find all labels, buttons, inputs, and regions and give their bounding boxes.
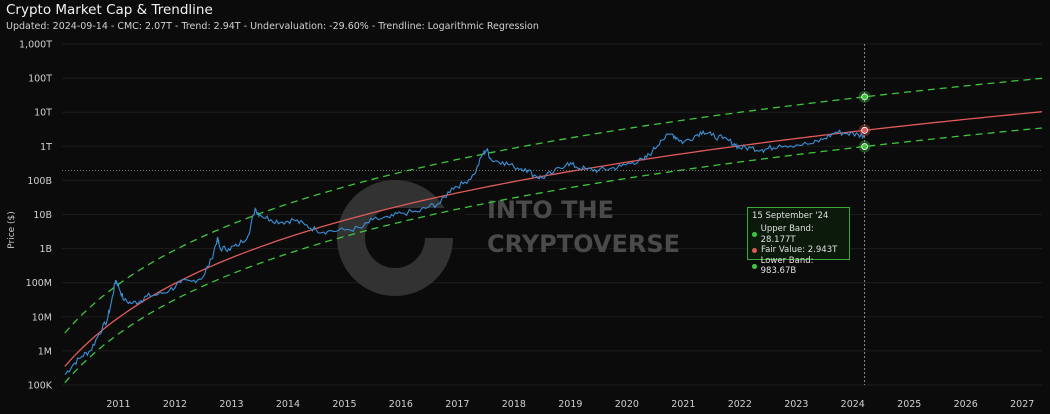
y-axis: 1,000T 100T 10T 1T 100B 10B 1B 100M 10M 1M 100K bbox=[19, 40, 53, 392]
watermark-line1: INTO THE bbox=[487, 196, 614, 224]
tooltip-row-lower: Lower Band: 983.67B bbox=[752, 256, 845, 277]
watermark: INTO THE CRYPTOVERSE bbox=[337, 180, 680, 296]
y-tick-label: 1B bbox=[39, 244, 52, 255]
y-tick-label: 1M bbox=[38, 346, 52, 357]
watermark-line2: CRYPTOVERSE bbox=[487, 230, 680, 258]
y-tick-label: 1,000T bbox=[19, 40, 52, 51]
y-tick-label: 100T bbox=[28, 74, 52, 85]
y-axis-label: Price ($) bbox=[7, 211, 17, 249]
fair-marker bbox=[861, 126, 869, 134]
x-tick-label: 2025 bbox=[897, 399, 921, 410]
series-layer bbox=[64, 77, 1043, 384]
upper-marker bbox=[861, 93, 869, 101]
tooltip-row-fair: Fair Value: 2.943T bbox=[752, 245, 845, 256]
upper-dot-icon bbox=[752, 232, 757, 237]
fair-value-line bbox=[64, 111, 1043, 367]
x-tick-label: 2017 bbox=[445, 399, 469, 410]
x-tick-label: 2026 bbox=[954, 399, 978, 410]
x-tick-label: 2024 bbox=[841, 399, 865, 410]
tooltip-date: 15 September '24 bbox=[752, 211, 829, 221]
current-markers bbox=[62, 44, 1042, 385]
tooltip-fair-label: Fair Value: 2.943T bbox=[761, 245, 838, 255]
y-tick-label: 1T bbox=[40, 142, 52, 153]
x-tick-label: 2021 bbox=[671, 399, 695, 410]
x-tick-label: 2011 bbox=[106, 399, 130, 410]
lower-band-line bbox=[64, 127, 1043, 384]
y-tick-label: 100M bbox=[26, 278, 52, 289]
tooltip-row-upper: Upper Band: 28.177T bbox=[752, 224, 845, 245]
y-tick-label: 10M bbox=[32, 312, 52, 323]
grid-lines bbox=[62, 43, 1042, 386]
x-tick-label: 2020 bbox=[615, 399, 639, 410]
x-tick-label: 2014 bbox=[276, 399, 300, 410]
y-tick-label: 100K bbox=[28, 381, 53, 392]
x-tick-label: 2023 bbox=[784, 399, 808, 410]
x-tick-label: 2022 bbox=[728, 399, 752, 410]
y-tick-label: 10T bbox=[34, 108, 52, 119]
x-tick-label: 2012 bbox=[163, 399, 187, 410]
x-tick-label: 2016 bbox=[389, 399, 413, 410]
watermark-logo-icon bbox=[337, 180, 465, 296]
y-tick-label: 10B bbox=[33, 210, 52, 221]
fair-dot-icon bbox=[752, 247, 757, 253]
chart-subtitle: Updated: 2024-09-14 - CMC: 2.07T - Trend… bbox=[6, 21, 539, 32]
lower-dot-icon bbox=[752, 263, 757, 269]
lower-marker bbox=[861, 143, 869, 150]
upper-band-line bbox=[64, 77, 1043, 334]
tooltip-upper-label: Upper Band: 28.177T bbox=[760, 224, 814, 245]
x-tick-label: 2018 bbox=[502, 399, 526, 410]
y-tick-label: 100B bbox=[27, 176, 52, 187]
market-cap-line bbox=[64, 129, 865, 376]
x-axis: 2011 2012 2013 2014 2015 2016 2017 2018 2019 2020… bbox=[106, 399, 1034, 410]
tooltip: 15 September '24 Upper Band: 28.177T Fai… bbox=[747, 207, 850, 276]
x-tick-label: 2015 bbox=[332, 399, 356, 410]
tooltip-lower-label: Lower Band: 983.67B bbox=[760, 255, 814, 277]
x-tick-label: 2019 bbox=[558, 399, 582, 410]
chart-title: Crypto Market Cap & Trendline bbox=[6, 2, 213, 18]
x-tick-label: 2013 bbox=[219, 399, 243, 410]
x-tick-label: 2027 bbox=[1010, 399, 1034, 410]
